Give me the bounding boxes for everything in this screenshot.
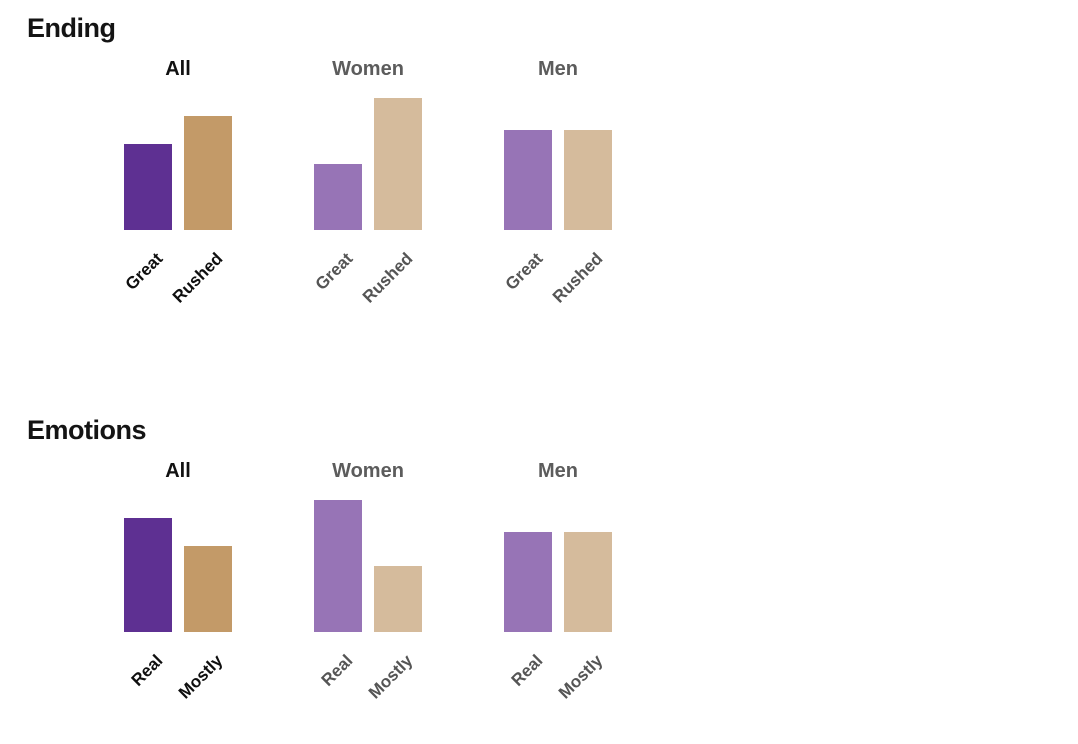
bar-category-label: Mostly — [174, 651, 227, 703]
bar-emotions-men-mostly — [564, 532, 612, 632]
bar-ending-men-rushed — [564, 130, 612, 230]
section-title: Ending — [27, 13, 116, 43]
bar-category-label: Great — [121, 249, 167, 294]
chart-group-title: Women — [332, 58, 404, 80]
bar-emotions-all-real — [124, 518, 172, 632]
bar-ending-all-rushed — [184, 116, 232, 230]
bar-ending-men-great — [504, 130, 552, 230]
section-title: Emotions — [27, 415, 147, 445]
bar-category-label: Mostly — [554, 651, 607, 703]
bar-emotions-women-real — [314, 500, 362, 632]
bar-emotions-women-mostly — [374, 566, 422, 632]
bar-ending-women-great — [314, 164, 362, 230]
bar-category-label: Mostly — [364, 651, 417, 703]
bar-category-label: Great — [501, 249, 547, 294]
bar-emotions-all-mostly — [184, 546, 232, 632]
bar-emotions-men-real — [504, 532, 552, 632]
chart-group-title: Men — [538, 460, 578, 482]
chart-group-title: Men — [538, 58, 578, 80]
bar-ending-all-great — [124, 144, 172, 230]
chart-group-title: All — [165, 58, 191, 80]
bar-category-label: Great — [311, 249, 357, 294]
chart-group-title: Women — [332, 460, 404, 482]
bar-ending-women-rushed — [374, 98, 422, 230]
chart-group-title: All — [165, 460, 191, 482]
